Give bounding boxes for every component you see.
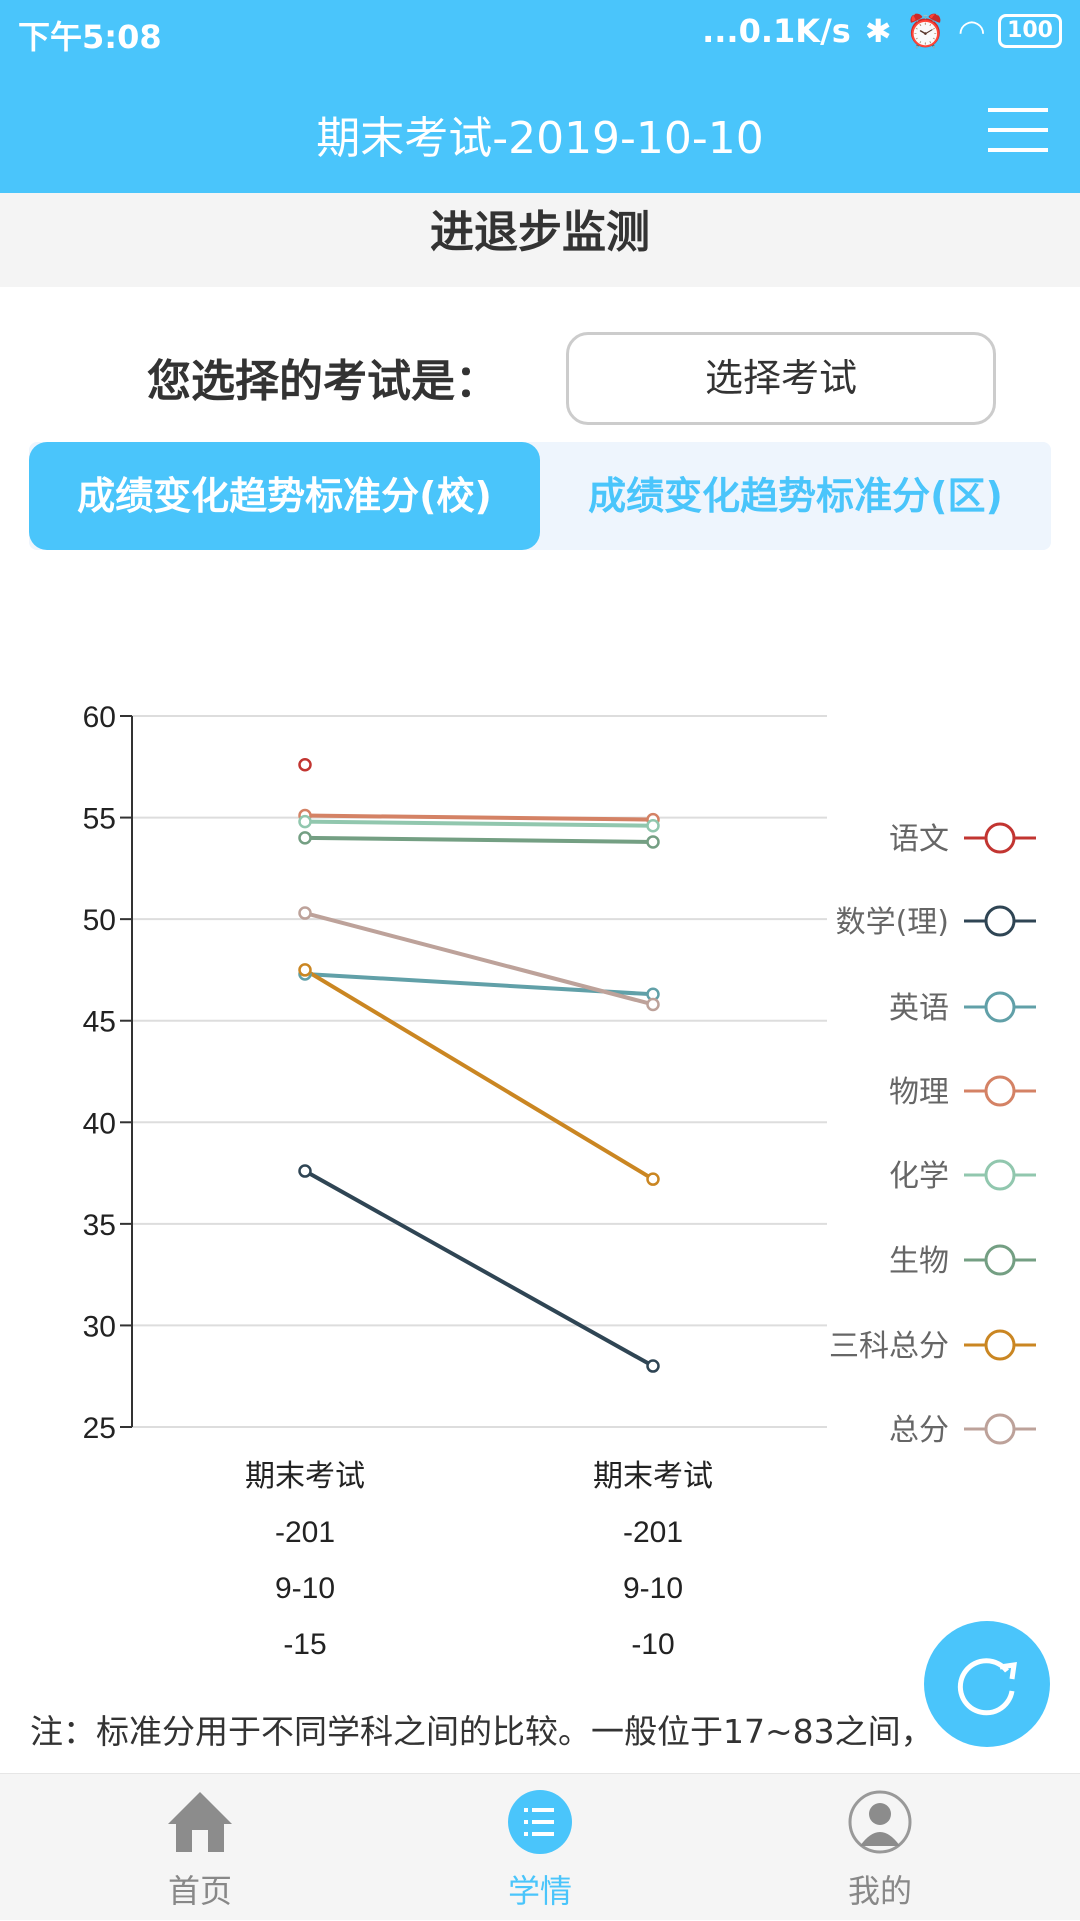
trend-line-chart: 60 55 50 45 40 35 30 25 期末考试 -201 9-10 -15 期末考试 -201 9…	[83, 701, 1036, 1661]
legend-label: 语文	[889, 822, 949, 857]
legend-marker	[984, 1244, 1016, 1276]
data-point-化学	[298, 814, 312, 829]
legend-label: 三科总分	[829, 1329, 949, 1364]
y-tick-label: 30	[83, 1310, 116, 1343]
series-line-物理	[304, 813, 654, 822]
legend-label: 化学	[889, 1159, 949, 1194]
series-line-总分	[304, 911, 654, 1007]
series-line-化学	[304, 819, 654, 828]
refresh-icon	[957, 1658, 1017, 1716]
nav-home[interactable]: 首页	[100, 1774, 300, 1921]
status-bar: 下午5:08 ...0.1K/s ✱ ⏰ ◠ 100	[0, 0, 1080, 64]
bluetooth-icon: ✱	[864, 12, 892, 50]
nav-study[interactable]: 学情	[440, 1774, 640, 1921]
data-point-数学(理)	[298, 1164, 312, 1178]
y-tick-label: 45	[83, 1006, 116, 1039]
data-point-生物	[298, 831, 312, 845]
bottom-nav: 首页 学情 我的	[0, 1773, 1080, 1920]
network-speed: ...0.1K/s	[702, 12, 851, 50]
y-tick-label: 40	[83, 1107, 116, 1140]
app-header: 期末考试-2019-10-10	[0, 64, 1080, 193]
series-line-生物	[304, 835, 654, 844]
y-tick-label: 35	[83, 1209, 116, 1242]
x-tick-label: -201	[275, 1516, 335, 1549]
legend-marker	[984, 1413, 1016, 1445]
x-tick-label: -10	[631, 1628, 674, 1661]
legend-label: 数学(理)	[836, 905, 949, 940]
tab-school-standard-score[interactable]: 成绩变化趋势标准分(校)	[29, 442, 540, 550]
nav-mine[interactable]: 我的	[780, 1774, 980, 1921]
list-icon	[508, 1790, 572, 1854]
data-point-数学(理)	[646, 1359, 660, 1373]
legend-marker	[984, 905, 1016, 937]
legend-label: 生物	[889, 1244, 949, 1279]
y-tick-label: 60	[83, 701, 116, 734]
x-tick-label: 9-10	[623, 1572, 683, 1605]
refresh-button[interactable]	[924, 1621, 1050, 1747]
note-text: 注：标准分用于不同学科之间的比较。一般位于17~83之间，	[30, 1712, 934, 1751]
x-tick-label: 期末考试	[593, 1460, 713, 1493]
legend-label: 总分	[889, 1413, 949, 1448]
profile-icon	[848, 1790, 912, 1854]
x-tick-label: 9-10	[275, 1572, 335, 1605]
y-tick-label: 55	[83, 803, 116, 836]
data-point-三科总分	[298, 963, 312, 977]
data-point-化学	[646, 818, 660, 833]
nav-home-label: 首页	[167, 1872, 232, 1910]
series-line-数学(理)	[304, 1169, 654, 1368]
home-icon	[168, 1792, 232, 1852]
legend-marker	[984, 991, 1016, 1023]
tab-district-standard-score[interactable]: 成绩变化趋势标准分(区)	[588, 474, 1003, 518]
x-tick-label: -201	[623, 1516, 683, 1549]
legend-marker	[984, 1075, 1016, 1107]
nav-mine-label: 我的	[847, 1872, 912, 1910]
data-point-生物	[646, 835, 660, 849]
x-tick-label: -15	[283, 1628, 326, 1661]
hamburger-menu-icon[interactable]	[988, 108, 1048, 152]
nav-study-label: 学情	[507, 1872, 572, 1910]
x-tick-label: 期末考试	[245, 1460, 365, 1493]
legend-marker	[984, 1159, 1016, 1191]
y-tick-label: 25	[83, 1412, 116, 1445]
y-tick-label: 50	[83, 904, 116, 937]
page-title: 期末考试-2019-10-10	[316, 113, 764, 164]
tab-bar: 成绩变化趋势标准分(校) 成绩变化趋势标准分(区)	[29, 442, 1051, 550]
series-line-三科总分	[303, 968, 655, 1181]
exam-picker-label: 您选择的考试是：	[147, 356, 499, 407]
data-point-总分	[646, 997, 660, 1012]
alarm-icon: ⏰	[905, 12, 946, 50]
data-point-总分	[298, 906, 312, 920]
select-exam-button[interactable]: 选择考试	[566, 332, 996, 425]
legend-marker	[984, 1329, 1016, 1361]
status-time: 下午5:08	[18, 18, 162, 56]
battery-icon: 100	[998, 14, 1062, 48]
legend-label: 英语	[889, 991, 949, 1026]
section-title: 进退步监测	[0, 193, 1080, 287]
data-point-语文	[298, 758, 312, 772]
legend-label: 物理	[889, 1075, 949, 1110]
wifi-icon: ◠	[959, 12, 985, 50]
legend-marker	[984, 822, 1016, 854]
data-point-三科总分	[646, 1172, 660, 1186]
